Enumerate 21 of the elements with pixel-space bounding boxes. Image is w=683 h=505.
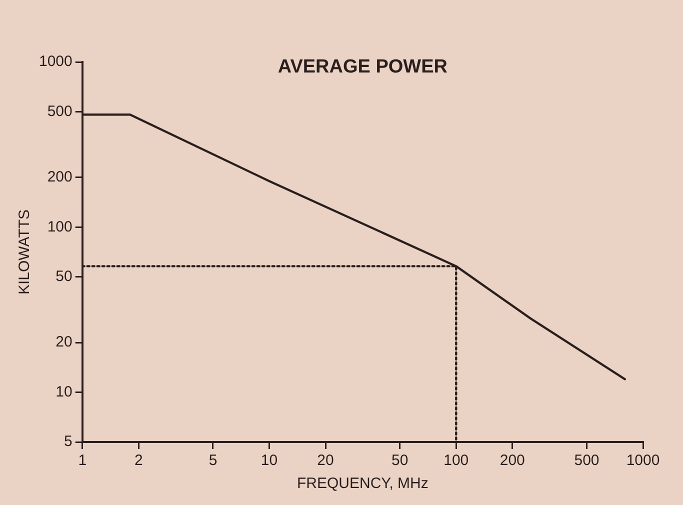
x-axis-title: FREQUENCY, MHz [296, 475, 428, 492]
y-axis-title: KILOWATTS [16, 209, 34, 295]
x-tick-label: 2 [134, 452, 143, 470]
x-tick-label: 100 [444, 452, 469, 470]
x-tick-label: 1 [78, 452, 87, 470]
x-tick-label: 10 [260, 452, 278, 470]
y-tick-label: 5 [64, 433, 72, 450]
y-tick-label: 500 [47, 102, 72, 120]
y-tick-label: 20 [56, 334, 72, 351]
chart-title: AVERAGE POWER [278, 56, 448, 78]
x-tick-label: 1000 [626, 452, 660, 470]
y-tick-label: 200 [47, 168, 72, 186]
y-tick-label: 50 [56, 268, 72, 285]
y-tick-label: 10 [56, 383, 72, 400]
x-tick-label: 200 [500, 452, 525, 470]
x-tick-label: 5 [208, 452, 218, 470]
x-tick-label: 20 [317, 452, 334, 470]
y-tick-label: 1000 [38, 53, 72, 70]
y-tick-label: 100 [47, 218, 72, 236]
x-tick-label: 50 [392, 452, 408, 470]
x-tick-label: 500 [574, 452, 600, 470]
